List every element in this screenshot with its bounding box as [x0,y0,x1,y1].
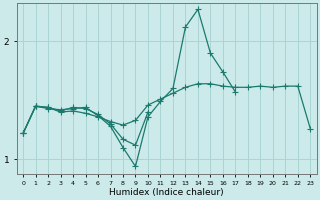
X-axis label: Humidex (Indice chaleur): Humidex (Indice chaleur) [109,188,224,197]
